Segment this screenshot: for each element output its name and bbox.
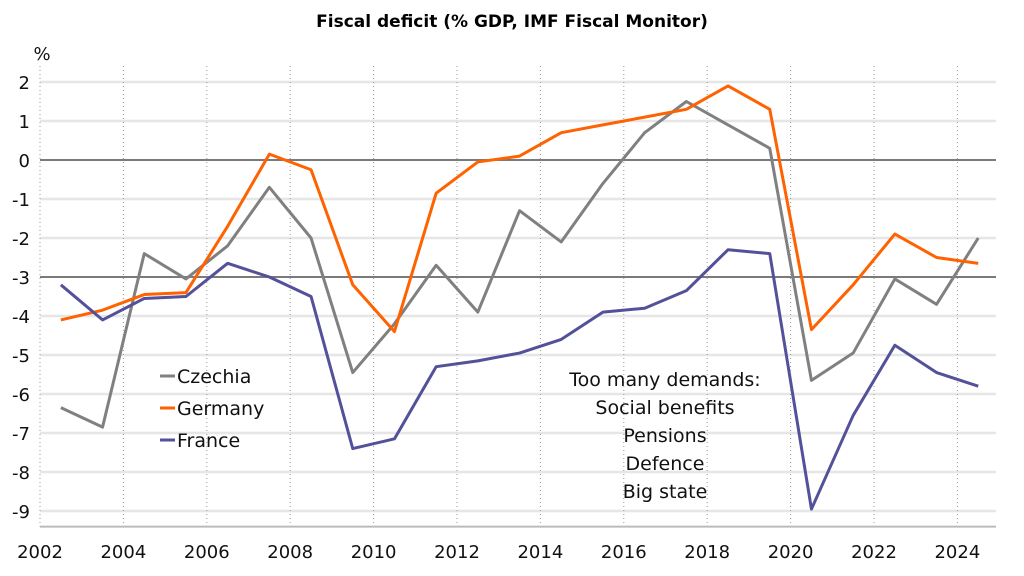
y-tick-label: -1 <box>12 190 30 211</box>
legend-label-germany: Germany <box>177 398 264 420</box>
y-tick-label: -4 <box>12 307 30 328</box>
x-tick-label: 2024 <box>934 542 980 563</box>
x-tick-label: 2018 <box>684 542 730 563</box>
x-tick-label: 2012 <box>434 542 480 563</box>
legend-label-france: France <box>177 430 240 452</box>
annotation-line: Big state <box>623 481 708 503</box>
y-tick-label: -5 <box>12 346 30 367</box>
y-tick-label: 0 <box>19 151 30 172</box>
chart-title: Fiscal deficit (% GDP, IMF Fiscal Monito… <box>316 12 708 32</box>
y-axis-label: % <box>33 44 50 65</box>
series-line-france <box>59 248 979 511</box>
annotation-line: Pensions <box>623 425 706 447</box>
y-tick-label: 2 <box>19 73 30 94</box>
annotation-line: Too many demands: <box>568 369 760 391</box>
x-tick-label: 2004 <box>100 542 146 563</box>
legend-label-czechia: Czechia <box>177 366 251 388</box>
x-tick-label: 2002 <box>17 542 63 563</box>
y-tick-label: -9 <box>12 502 30 523</box>
annotation-line: Defence <box>626 453 705 475</box>
y-tick-label: -7 <box>12 424 30 445</box>
x-tick-label: 2014 <box>517 542 563 563</box>
x-tick-label: 2020 <box>768 542 814 563</box>
x-tick-label: 2008 <box>267 542 313 563</box>
series-line-czechia <box>60 100 980 429</box>
y-tick-label: -3 <box>12 268 30 289</box>
series-line-germany <box>60 84 979 334</box>
x-tick-label: 2006 <box>184 542 230 563</box>
y-tick-label: 1 <box>19 112 30 133</box>
y-tick-label: -2 <box>12 229 30 250</box>
y-tick-label: -8 <box>12 463 30 484</box>
x-tick-label: 2016 <box>601 542 647 563</box>
x-tick-label: 2010 <box>351 542 397 563</box>
x-tick-label: 2022 <box>851 542 897 563</box>
annotation-line: Social benefits <box>595 397 734 419</box>
y-tick-label: -6 <box>12 385 30 406</box>
